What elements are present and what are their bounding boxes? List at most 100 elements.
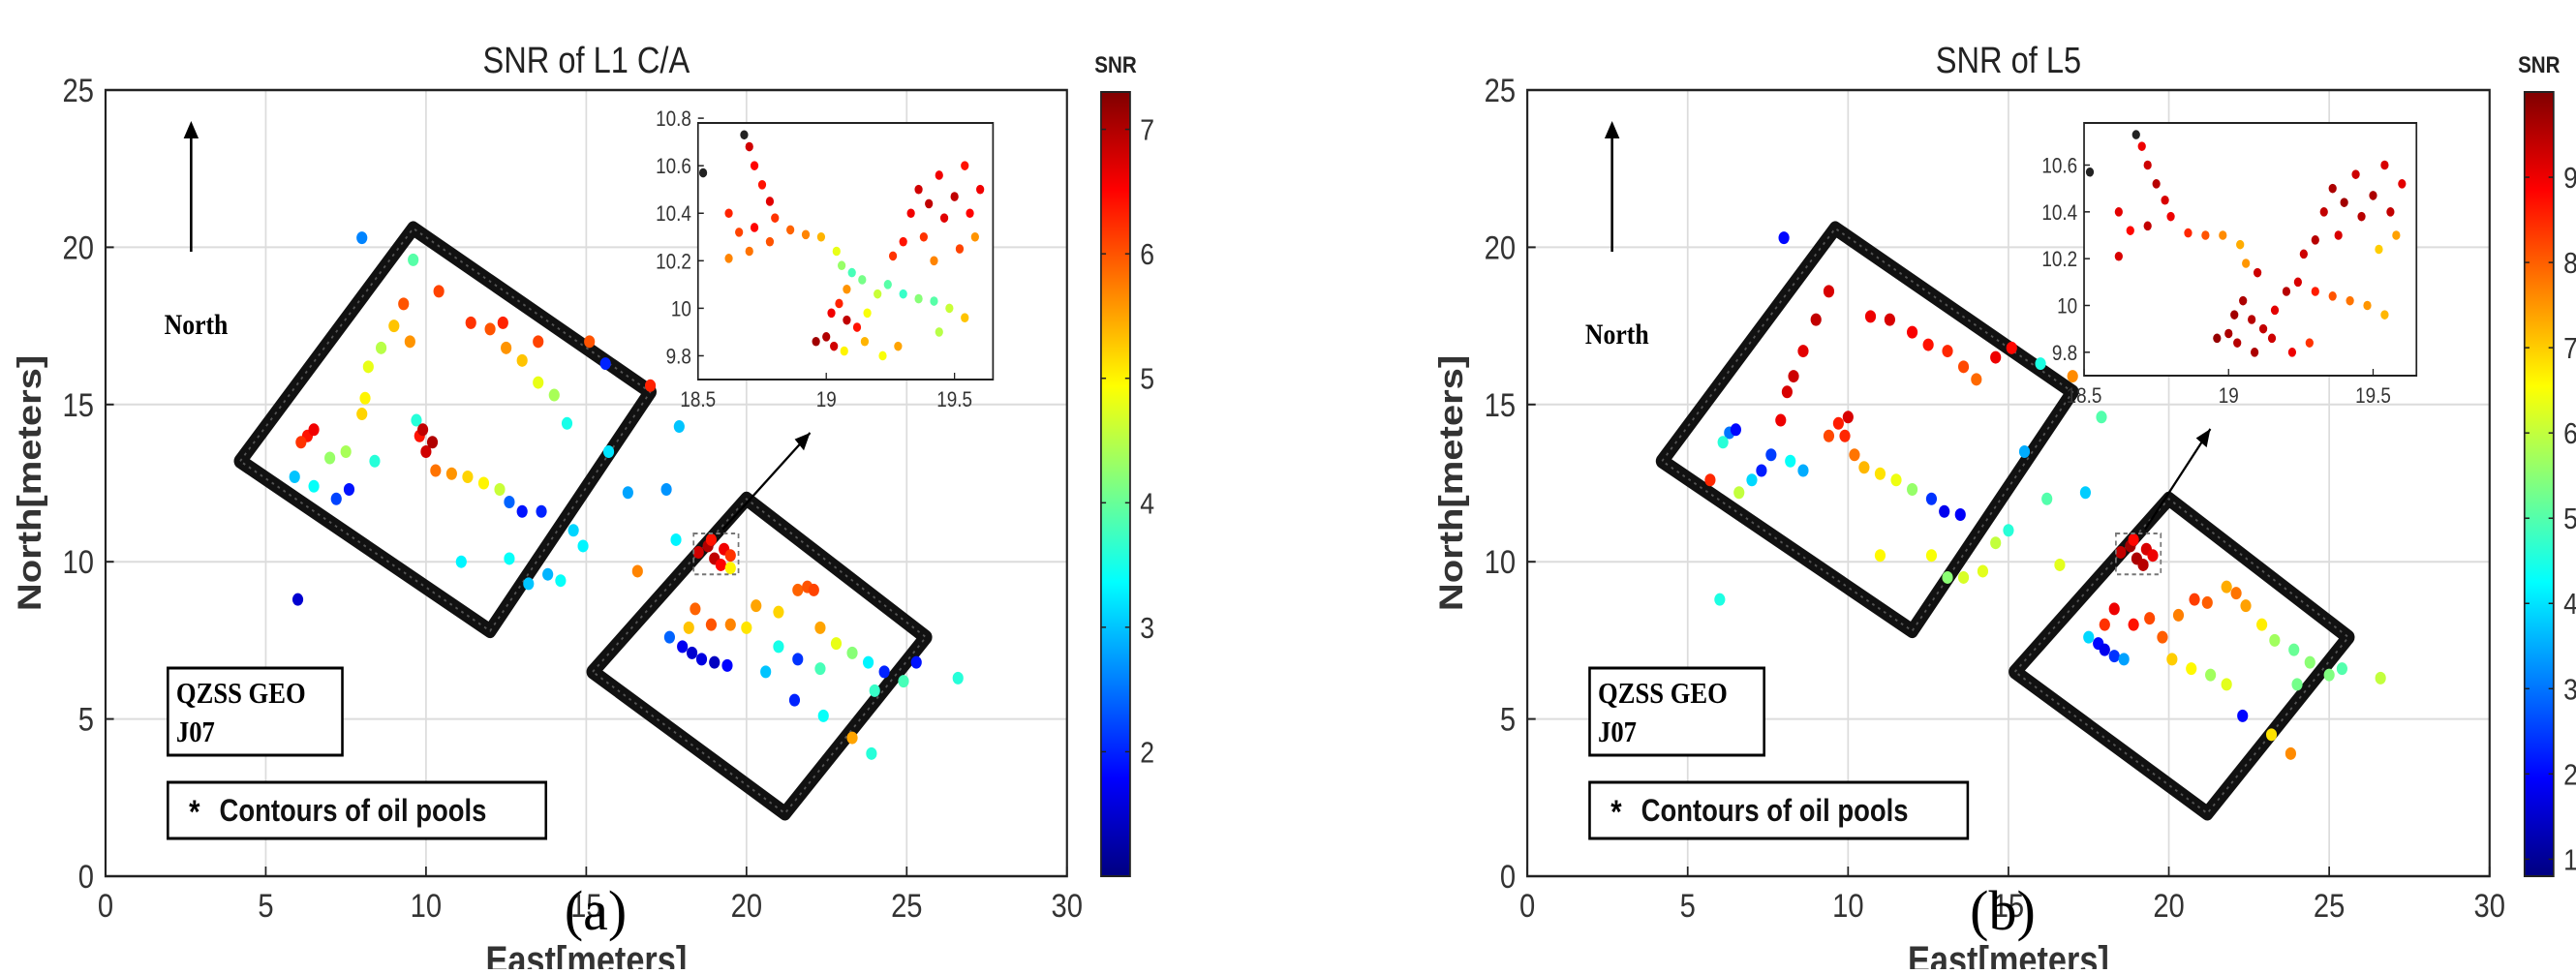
data-point (1849, 448, 1860, 462)
inset-data-point (2131, 130, 2140, 139)
inset-axes: 18.5 19 19.5 9.8 10 10.2 10.4 10.6 10.8 (656, 107, 995, 412)
data-point (1788, 370, 1799, 383)
data-point (705, 533, 718, 546)
inset-x-tick-label: 18.5 (680, 388, 716, 412)
colorbar-tick-label: 6 (1140, 238, 1154, 271)
inset-data-point (2236, 239, 2245, 250)
inset-data-point (925, 198, 934, 209)
inset-data-point (2311, 235, 2319, 245)
colorbar-tick-label: 3 (2563, 673, 2576, 706)
inset-data-point (843, 284, 851, 294)
inset-y-tick-label: 10.4 (2041, 201, 2077, 226)
inset-data-point (847, 267, 856, 278)
data-point (1765, 448, 1777, 462)
inset-data-point (740, 130, 749, 140)
inset-data-point (961, 313, 969, 323)
x-tick-label: 5 (1680, 887, 1696, 925)
data-point (2285, 746, 2296, 760)
inset-data-point (724, 208, 733, 219)
inset-x-tick-label: 19.5 (936, 388, 972, 412)
inset-data-point (2085, 167, 2095, 177)
data-point (695, 653, 708, 666)
data-point (1717, 436, 1729, 449)
data-point (388, 320, 400, 333)
data-point (1971, 373, 1982, 386)
chart-title: SNR of L1 C/A (482, 40, 690, 81)
data-point (2323, 668, 2335, 682)
zoom-source-box (2115, 532, 2162, 576)
data-point (2003, 524, 2014, 537)
data-point (340, 445, 352, 459)
data-point (1957, 360, 1970, 374)
inset-data-point (771, 213, 780, 223)
data-point (330, 492, 342, 505)
data-point (1942, 570, 1953, 584)
inset-data-point (2369, 191, 2377, 200)
inset-data-point (801, 229, 811, 240)
data-point (724, 618, 736, 631)
inset-data-point (2328, 291, 2337, 301)
inset-y-tick-label: 10.4 (656, 202, 691, 227)
data-point (863, 655, 874, 669)
inset-data-point (950, 192, 959, 201)
colorbar-label: SNR (2518, 52, 2560, 78)
inset-data-point (698, 167, 708, 178)
inset-data-point (2299, 249, 2308, 259)
data-point (2128, 533, 2139, 546)
inset-data-point (750, 161, 759, 170)
x-tick-label: 5 (258, 887, 273, 925)
data-point (1925, 492, 1938, 505)
inset-data-point (976, 184, 985, 195)
data-point (1797, 464, 1809, 477)
inset-data-point (914, 293, 923, 304)
colorbar-tick-label: 3 (1140, 612, 1154, 645)
y-axis-label: North[meters] (1432, 355, 1470, 611)
inset-data-point (2161, 195, 2169, 205)
inset-data-point (2242, 259, 2251, 268)
data-point (2083, 630, 2095, 644)
y-tick-label: 15 (1485, 386, 1516, 424)
data-point (866, 746, 877, 760)
data-point (2144, 612, 2156, 625)
data-point (599, 357, 611, 371)
data-point (2099, 643, 2110, 656)
inset-data-point (816, 231, 826, 242)
x-tick-label: 15 (570, 887, 601, 925)
data-point (1842, 411, 1854, 424)
data-point (2230, 587, 2242, 600)
y-tick-label: 20 (63, 228, 94, 266)
inset-data-point (945, 303, 954, 314)
data-point (1733, 486, 1745, 500)
inset-data-point (919, 231, 928, 242)
inset-data-point (939, 213, 949, 223)
inset-data-point (2201, 230, 2210, 240)
info-box (167, 666, 344, 757)
data-point (2128, 618, 2139, 631)
data-point (721, 658, 733, 672)
inset-data-point (894, 341, 903, 351)
inset-data-point (2184, 228, 2193, 238)
colorbar-tick-label: 4 (2563, 588, 2576, 621)
info-box (1588, 666, 1765, 757)
data-point (2269, 633, 2281, 647)
data-point (2137, 558, 2149, 571)
inset-data-point (2143, 221, 2152, 231)
data-point (420, 445, 432, 459)
panel-label-b: (b) (1970, 879, 2036, 942)
data-point (398, 297, 410, 311)
inset-data-point (830, 341, 839, 351)
x-tick-label: 30 (2474, 887, 2505, 925)
data-point (411, 413, 422, 427)
data-point (1874, 549, 1886, 563)
data-point (1823, 285, 1835, 298)
data-point (1730, 423, 1741, 437)
data-point (2304, 655, 2315, 669)
data-point (462, 471, 474, 484)
y-tick-label: 25 (1485, 72, 1516, 109)
inset-data-point (970, 231, 979, 242)
colorbar-tick-label: 7 (1140, 114, 1154, 147)
data-point (516, 353, 528, 367)
inset-y-tick-label: 10.6 (656, 155, 691, 179)
